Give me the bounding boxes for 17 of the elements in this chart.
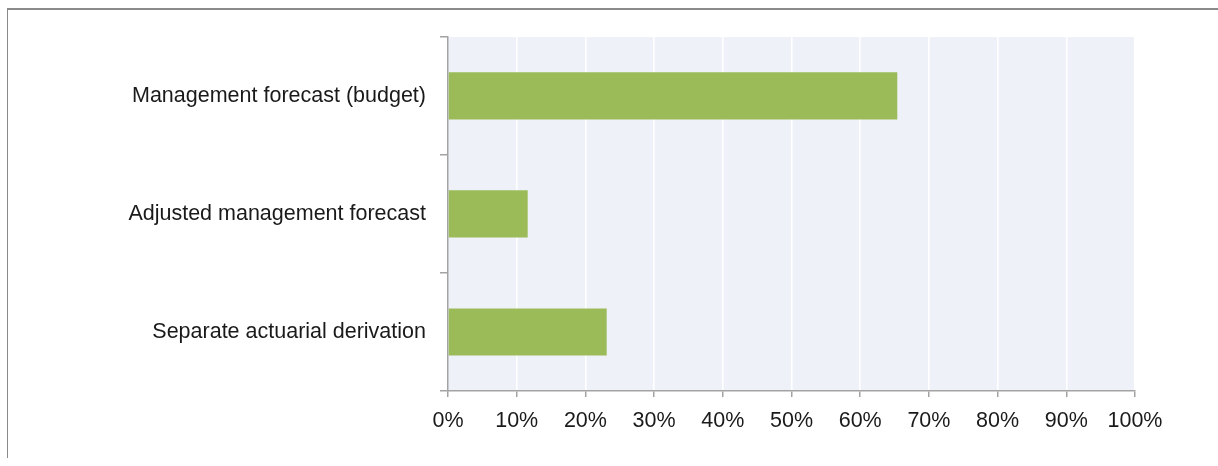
y-tick-label: Management forecast (budget): [132, 82, 426, 107]
bar: [448, 72, 898, 120]
x-tick-label: 30%: [632, 407, 676, 432]
bar: [448, 190, 528, 238]
x-tick-label: 50%: [769, 407, 814, 432]
bar: [448, 308, 607, 356]
x-tick-label: 70%: [907, 407, 951, 432]
x-tick-label: 20%: [563, 407, 607, 432]
x-tick-label: 10%: [495, 407, 539, 432]
x-tick-label: 100%: [1107, 407, 1163, 432]
x-tick-label: 0%: [432, 407, 464, 432]
x-tick-label: 80%: [976, 407, 1020, 432]
x-tick-label: 90%: [1044, 407, 1088, 432]
x-tick-label: 60%: [838, 407, 882, 432]
y-tick-label: Adjusted management forecast: [128, 200, 427, 225]
x-tick-label: 40%: [701, 407, 745, 432]
y-tick-label: Separate actuarial derivation: [152, 318, 426, 343]
